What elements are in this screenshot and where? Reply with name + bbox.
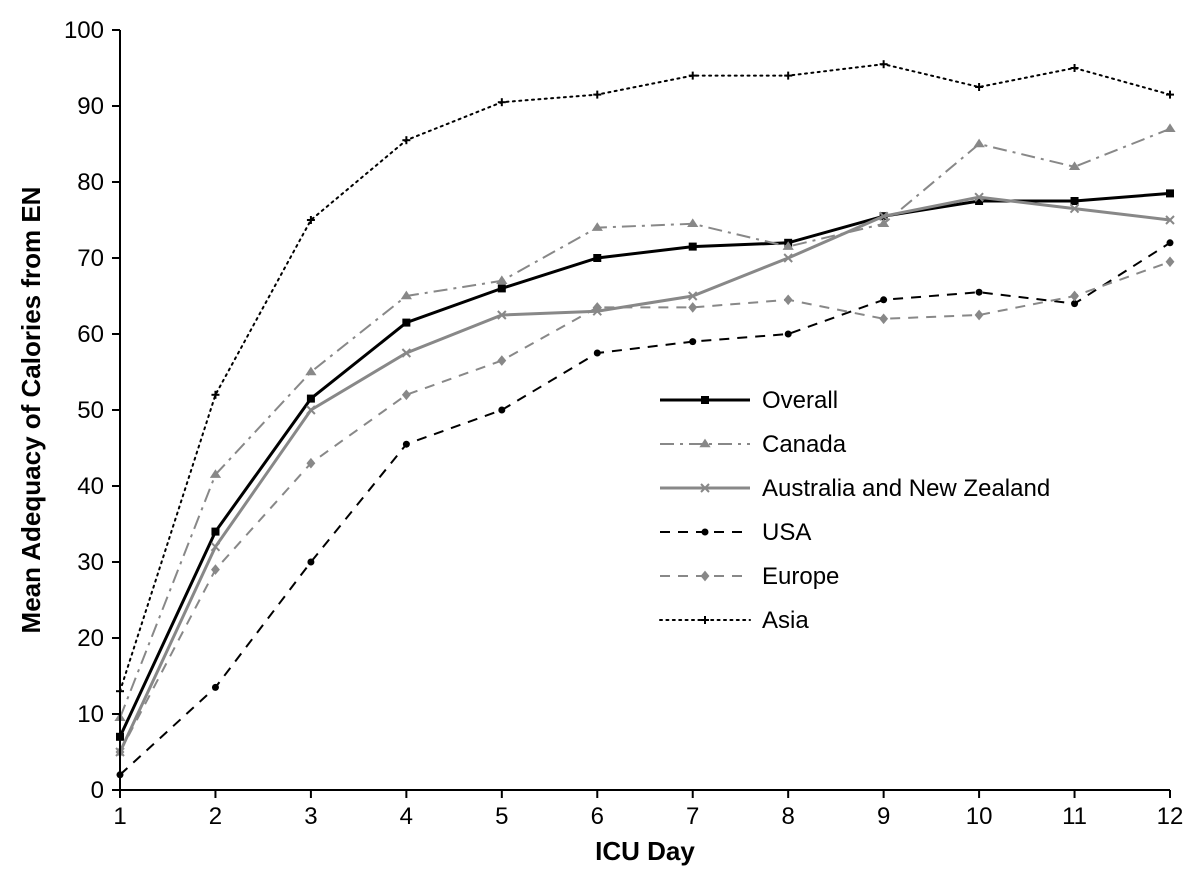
chart-background	[0, 0, 1200, 895]
legend-label: Asia	[762, 607, 809, 634]
y-tick-label: 100	[64, 17, 104, 44]
x-tick-label: 11	[1062, 803, 1087, 830]
marker-circle	[498, 407, 505, 414]
x-tick-label: 2	[209, 803, 222, 830]
legend-label: USA	[762, 519, 811, 546]
x-tick-label: 12	[1157, 803, 1184, 830]
marker-square	[593, 254, 601, 262]
marker-square	[1071, 197, 1079, 205]
line-chart: 0102030405060708090100123456789101112ICU…	[0, 0, 1200, 895]
x-tick-label: 8	[782, 803, 795, 830]
x-tick-label: 7	[686, 803, 699, 830]
marker-square	[211, 528, 219, 536]
x-tick-label: 5	[495, 803, 508, 830]
legend-label: Canada	[762, 431, 847, 458]
marker-square	[1166, 189, 1174, 197]
marker-circle	[785, 331, 792, 338]
marker-square	[701, 396, 709, 404]
legend-label: Australia and New Zealand	[762, 475, 1050, 502]
legend-label: Overall	[762, 387, 838, 414]
x-tick-label: 4	[400, 803, 413, 830]
x-tick-label: 10	[966, 803, 993, 830]
marker-square	[402, 319, 410, 327]
y-tick-label: 0	[91, 777, 104, 804]
marker-circle	[212, 684, 219, 691]
legend-label: Europe	[762, 563, 839, 590]
y-tick-label: 40	[77, 473, 104, 500]
y-tick-label: 70	[77, 245, 104, 272]
y-tick-label: 80	[77, 169, 104, 196]
marker-circle	[1167, 239, 1174, 246]
marker-square	[307, 395, 315, 403]
x-axis-label: ICU Day	[595, 836, 695, 866]
x-tick-label: 3	[304, 803, 317, 830]
marker-circle	[976, 289, 983, 296]
y-tick-label: 30	[77, 549, 104, 576]
chart-container: 0102030405060708090100123456789101112ICU…	[0, 0, 1200, 895]
marker-circle	[702, 529, 709, 536]
x-tick-label: 9	[877, 803, 890, 830]
y-tick-label: 20	[77, 625, 104, 652]
y-tick-label: 50	[77, 397, 104, 424]
y-tick-label: 90	[77, 93, 104, 120]
marker-circle	[880, 296, 887, 303]
marker-circle	[307, 559, 314, 566]
marker-circle	[689, 338, 696, 345]
y-tick-label: 60	[77, 321, 104, 348]
x-tick-label: 6	[591, 803, 604, 830]
x-tick-label: 1	[113, 803, 126, 830]
marker-square	[498, 284, 506, 292]
marker-circle	[594, 350, 601, 357]
marker-circle	[403, 441, 410, 448]
y-axis-label: Mean Adequacy of Calories from EN	[16, 187, 46, 634]
y-tick-label: 10	[77, 701, 104, 728]
marker-square	[689, 243, 697, 251]
